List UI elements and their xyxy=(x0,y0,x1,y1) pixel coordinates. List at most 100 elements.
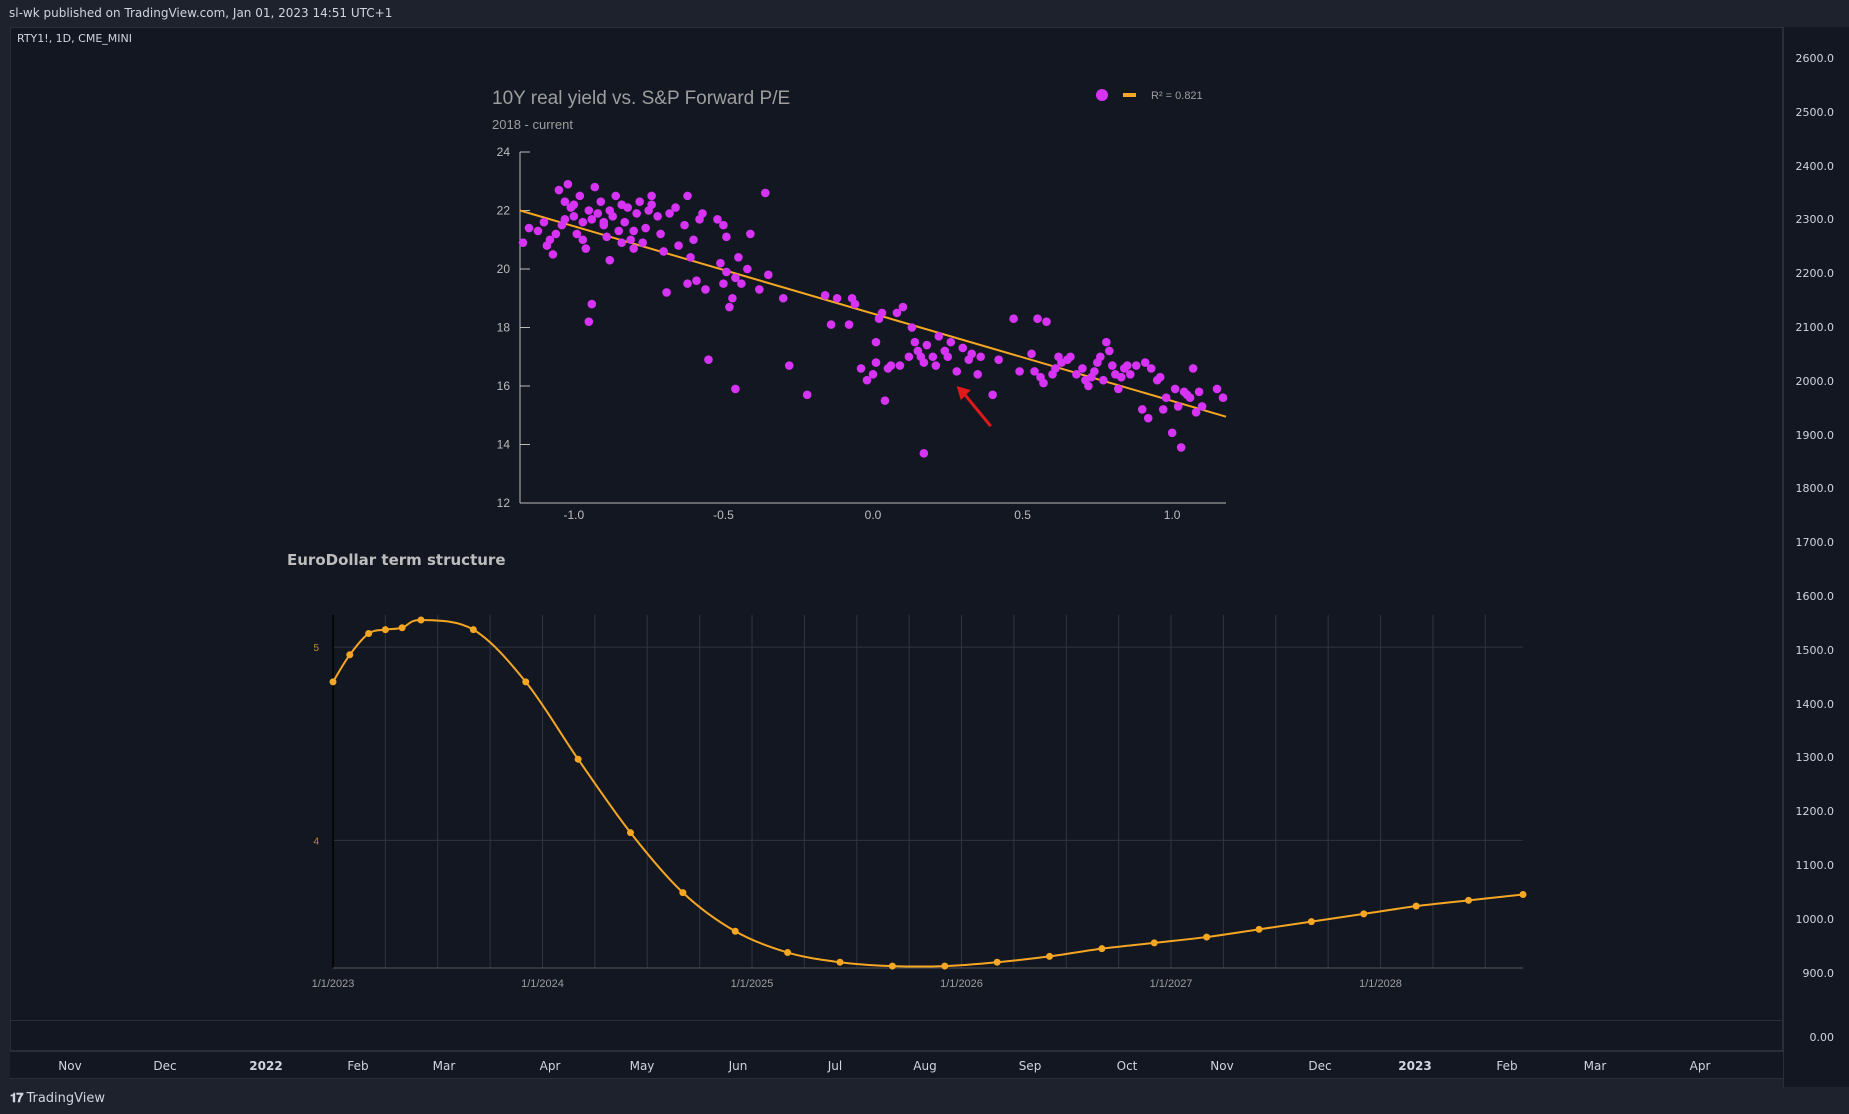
scatter-point xyxy=(629,226,638,236)
symbol-label[interactable]: RTY1!, 1D, CME_MINI xyxy=(17,32,132,45)
scatter-point xyxy=(1143,413,1153,423)
scatter-point xyxy=(596,197,606,207)
price-axis[interactable]: 2600.0 2500.0 2400.0 2300.0 2200.0 2100.0 2000… xyxy=(1783,27,1849,1087)
time-tick-label: 2022 xyxy=(249,1059,283,1073)
scatter-point xyxy=(620,217,630,227)
scatter-point xyxy=(674,241,683,250)
term-structure-point xyxy=(993,958,1001,966)
term-structure-point xyxy=(627,829,634,837)
x-tick-label: -0.5 xyxy=(713,508,734,522)
scatter-point xyxy=(973,370,983,379)
scatter-point xyxy=(1027,349,1036,359)
scatter-point xyxy=(587,299,597,309)
x-tick-label: 1/1/2027 xyxy=(1150,978,1193,990)
scatter-point xyxy=(802,390,812,400)
price-tick-label: 2600.0 xyxy=(1795,52,1835,65)
time-tick-label: Nov xyxy=(1210,1059,1234,1073)
scatter-point xyxy=(778,293,788,303)
y-tick-label: 24 xyxy=(497,145,511,159)
scatter-point xyxy=(545,235,555,245)
x-tick-label: 1/1/2028 xyxy=(1359,978,1402,990)
x-tick-label: -1.0 xyxy=(564,508,585,522)
scatter-point xyxy=(1191,408,1201,417)
scatter-point xyxy=(575,191,585,201)
scatter-point xyxy=(686,253,695,262)
scatter-point xyxy=(1042,317,1051,326)
scatter-point xyxy=(1051,364,1060,373)
scatter-point xyxy=(1158,405,1168,414)
term-structure-line xyxy=(332,618,1524,968)
scatter-point xyxy=(1146,364,1156,373)
scatter-point xyxy=(1161,393,1171,403)
time-axis[interactable]: Nov Dec 2022 Feb Mar Apr May Jun Jul Aug Sep Oct Nov… xyxy=(10,1051,1783,1079)
scatter-point xyxy=(746,229,755,239)
scatter-point xyxy=(1039,378,1048,388)
term-structure-point xyxy=(941,962,949,970)
legend-label: R² = 0.821 xyxy=(1151,90,1203,102)
scatter-point xyxy=(943,352,953,362)
scatter-point xyxy=(524,223,534,233)
time-tick-label: Apr xyxy=(1689,1059,1711,1073)
y-tick-label: 18 xyxy=(497,321,511,335)
chart-pane[interactable] xyxy=(10,27,1783,1051)
scatter-point xyxy=(590,182,600,192)
y-tick-label: 20 xyxy=(497,262,511,276)
scatter-point xyxy=(581,244,591,253)
scatter-point xyxy=(569,212,579,221)
scatter-point xyxy=(614,226,624,236)
scatter-point xyxy=(868,370,878,379)
scatter-point xyxy=(886,361,896,370)
scatter-point xyxy=(683,279,692,288)
price-tick-label: 2200.0 xyxy=(1795,267,1835,281)
scatter-point xyxy=(743,264,752,274)
term-structure-point xyxy=(836,958,844,966)
scatter-point xyxy=(871,358,881,367)
scatter-point xyxy=(880,396,890,405)
scatter-point xyxy=(551,229,561,239)
scatter-point xyxy=(647,191,656,201)
scatter-point xyxy=(1066,352,1075,362)
scatter-point xyxy=(1030,367,1039,376)
scatter-point xyxy=(578,235,588,245)
time-tick-label: Feb xyxy=(347,1059,369,1073)
scatter-point xyxy=(605,206,615,215)
scatter-point xyxy=(731,273,740,283)
brand-label: TradingView xyxy=(26,1091,106,1106)
scatter-point xyxy=(919,358,929,367)
scatter-point xyxy=(994,355,1003,364)
scatter-point xyxy=(832,293,842,303)
scatter-point xyxy=(755,285,764,294)
scatter-point xyxy=(856,364,866,373)
term-structure-point xyxy=(346,651,354,659)
footer xyxy=(0,1087,1849,1114)
scatter-title: 10Y real yield vs. S&P Forward P/E xyxy=(492,88,790,109)
scatter-point xyxy=(584,206,594,215)
term-structure-point xyxy=(888,962,896,970)
scatter-point xyxy=(671,203,680,212)
published-text: sl-wk published on TradingView.com, Jan … xyxy=(9,6,393,20)
scatter-point xyxy=(1099,375,1108,385)
term-structure-point xyxy=(329,678,337,686)
price-tick-label: 1100.0 xyxy=(1795,859,1835,872)
term-structure-point xyxy=(522,678,530,686)
scatter-point xyxy=(826,320,836,329)
term-structure-point xyxy=(469,626,477,634)
pane-divider[interactable] xyxy=(10,1020,1783,1021)
scatter-point xyxy=(1084,381,1093,391)
time-tick-label: Feb xyxy=(1496,1059,1518,1073)
term-structure-point xyxy=(1307,918,1315,926)
tradingview-logo[interactable]: 𝟏𝟕 TradingView xyxy=(10,1091,105,1106)
price-tick-label: 1700.0 xyxy=(1795,536,1835,550)
x-tick-label: 1/1/2023 xyxy=(312,978,355,990)
term-structure-point xyxy=(1360,910,1368,918)
scatter-point xyxy=(1197,402,1207,411)
scatter-point xyxy=(958,343,968,353)
scatter-point xyxy=(731,384,740,394)
scatter-point xyxy=(1137,405,1147,414)
scatter-subtitle: 2018 - current xyxy=(492,117,573,132)
scatter-point xyxy=(737,279,746,288)
scatter-point xyxy=(1167,428,1177,438)
term-structure-point xyxy=(1465,896,1473,904)
scatter-point xyxy=(539,217,549,227)
